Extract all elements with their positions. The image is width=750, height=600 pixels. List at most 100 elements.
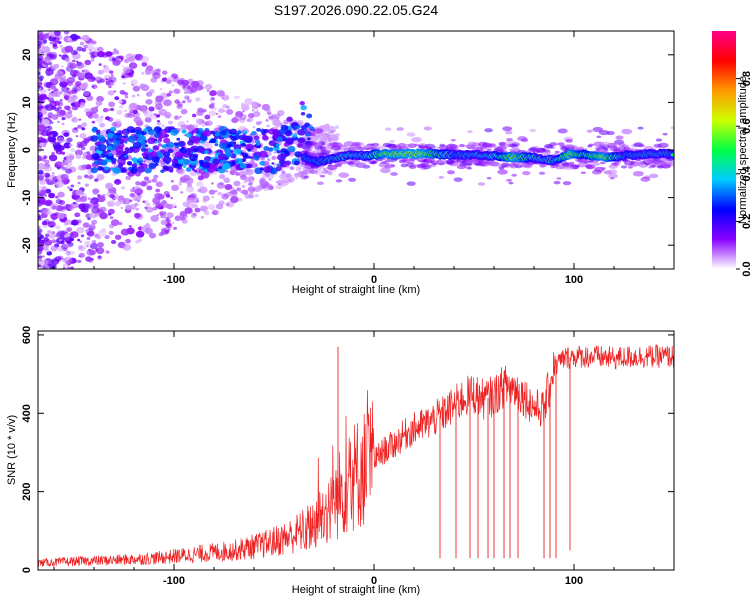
- spectrogram-noise-blob: [111, 57, 117, 62]
- spectrogram-halo-blob: [390, 172, 398, 176]
- spectrogram-noise-blob: [139, 181, 147, 187]
- spectrogram-band-blob: [90, 135, 99, 142]
- spectrogram-noise-blob: [327, 126, 337, 134]
- spectrogram-band-blob: [245, 143, 255, 151]
- spectrogram-noise-blob: [59, 44, 63, 48]
- spectrogram-noise-blob: [61, 86, 69, 93]
- spectrogram-band-blob: [166, 161, 170, 165]
- spectrogram-band-blob: [220, 130, 227, 136]
- spectrogram-band-blob: [140, 147, 146, 152]
- spectrogram-noise-blob: [61, 205, 67, 210]
- spectrogram-noise-blob: [126, 111, 135, 119]
- spectrogram-band-blob: [237, 130, 242, 135]
- spectrogram-noise-blob: [131, 94, 136, 98]
- colorbar-bar: [712, 31, 736, 269]
- figure-title: S197.2026.090.22.05.G24: [274, 2, 438, 18]
- spectrogram-noise-blob: [125, 53, 135, 61]
- spectrogram-band-blob: [178, 142, 184, 146]
- spectrogram-noise-blob: [38, 162, 46, 170]
- spectrogram-band-blob: [193, 148, 198, 153]
- spectrogram-halo-blob: [653, 143, 662, 148]
- spectrogram-band-blob: [271, 162, 275, 165]
- spectrogram-noise-blob: [38, 248, 43, 256]
- spectrogram-noise-blob: [66, 227, 73, 232]
- spectrogram-halo-blob: [474, 162, 481, 166]
- spectrogram-noise-blob: [120, 228, 130, 236]
- spectrogram-noise-blob: [53, 245, 57, 248]
- spectrogram-noise-blob: [72, 74, 77, 78]
- spectrogram-band-blob: [263, 128, 269, 134]
- spectrogram-band-blob: [235, 158, 243, 165]
- spectrogram-noise-blob: [66, 137, 73, 143]
- spectrogram-halo-blob: [632, 170, 644, 177]
- spectrogram-halo-blob: [467, 130, 473, 134]
- spectrogram-noise-blob: [184, 95, 190, 100]
- spectrogram-noise-blob: [64, 174, 69, 178]
- spectrogram-noise-blob: [69, 250, 75, 255]
- spectrogram-noise-blob: [117, 99, 123, 104]
- spectrogram-noise-blob: [224, 183, 233, 191]
- spectrogram-band-blob: [126, 126, 135, 133]
- spectrogram-noise-blob: [67, 109, 73, 114]
- spectrogram-noise-blob: [105, 51, 113, 57]
- spectrogram-band-blob: [173, 142, 179, 146]
- spectrogram-halo-blob: [436, 159, 443, 163]
- spectrogram-band-blob: [297, 129, 306, 136]
- spectrogram-noise-blob: [96, 195, 106, 203]
- spectrogram-noise-blob: [71, 127, 79, 133]
- spectrogram-band-blob: [254, 139, 261, 145]
- spectrogram-noise-blob: [191, 113, 197, 118]
- spectrogram-noise-blob: [236, 187, 242, 192]
- spectrogram-noise-blob: [163, 111, 172, 118]
- spectrogram-band-blob: [115, 146, 124, 153]
- spectrogram-noise-blob: [89, 199, 96, 205]
- spectrogram-noise-blob: [109, 81, 115, 87]
- spectrogram-noise-blob: [44, 233, 50, 238]
- spectrogram-noise-blob: [254, 163, 258, 167]
- spectrogram-noise-blob: [146, 179, 152, 184]
- spectrogram-noise-blob: [273, 151, 277, 154]
- spectrogram-noise-blob: [223, 177, 231, 183]
- spectrogram-band-blob: [98, 136, 107, 143]
- spectrogram-band-blob: [261, 135, 269, 141]
- spectrogram-noise-blob: [108, 76, 117, 83]
- spectrogram-noise-blob: [91, 51, 99, 58]
- spectrogram-band-blob: [286, 116, 293, 122]
- spectrogram-noise-blob: [80, 146, 86, 151]
- spectrogram-noise-blob: [161, 77, 168, 82]
- spectrogram-band-blob: [152, 145, 160, 151]
- spectrogram-noise-blob: [44, 159, 50, 164]
- spectrogram-noise-blob: [81, 122, 88, 127]
- spectrogram-noise-blob: [66, 87, 70, 91]
- spectrogram-noise-blob: [38, 233, 44, 240]
- spectrogram-band-blob: [256, 127, 262, 132]
- spectrogram-noise-blob: [153, 174, 159, 179]
- spectrogram-noise-blob: [65, 219, 73, 225]
- spectrogram-noise-blob: [195, 181, 204, 188]
- spectrogram-band-blob: [90, 167, 99, 174]
- spectrogram-halo-blob: [417, 163, 427, 168]
- spectrogram-noise-blob: [176, 168, 186, 175]
- spectrogram-halo-blob: [378, 145, 388, 150]
- spectrogram-noise-blob: [161, 124, 165, 128]
- spectrogram-halo-blob: [586, 129, 593, 133]
- spectrogram-noise-blob: [54, 256, 62, 262]
- spectrogram-noise-blob: [159, 88, 163, 91]
- spectrogram-noise-blob: [50, 174, 56, 179]
- spectrogram-band-blob: [228, 135, 233, 139]
- spectrogram-y-label: Frequency (Hz): [6, 112, 18, 188]
- spectrogram-noise-blob: [39, 88, 47, 95]
- spectrogram-noise-blob: [49, 84, 55, 89]
- spectrogram-noise-blob: [135, 239, 141, 244]
- spectrogram-noise-blob: [77, 72, 86, 79]
- spectrogram-noise-blob: [158, 232, 164, 237]
- spectrogram-noise-blob: [38, 75, 44, 80]
- spectrogram-band-blob: [154, 163, 159, 167]
- spectrogram-halo-blob: [405, 162, 415, 167]
- spectrogram-noise-blob: [164, 230, 169, 234]
- spectrogram-noise-blob: [272, 119, 281, 127]
- spectrogram-halo-blob: [396, 127, 405, 131]
- spectrogram-noise-blob: [107, 208, 115, 215]
- spectrogram-band-blob: [126, 160, 133, 166]
- spectrogram-noise-blob: [145, 206, 154, 213]
